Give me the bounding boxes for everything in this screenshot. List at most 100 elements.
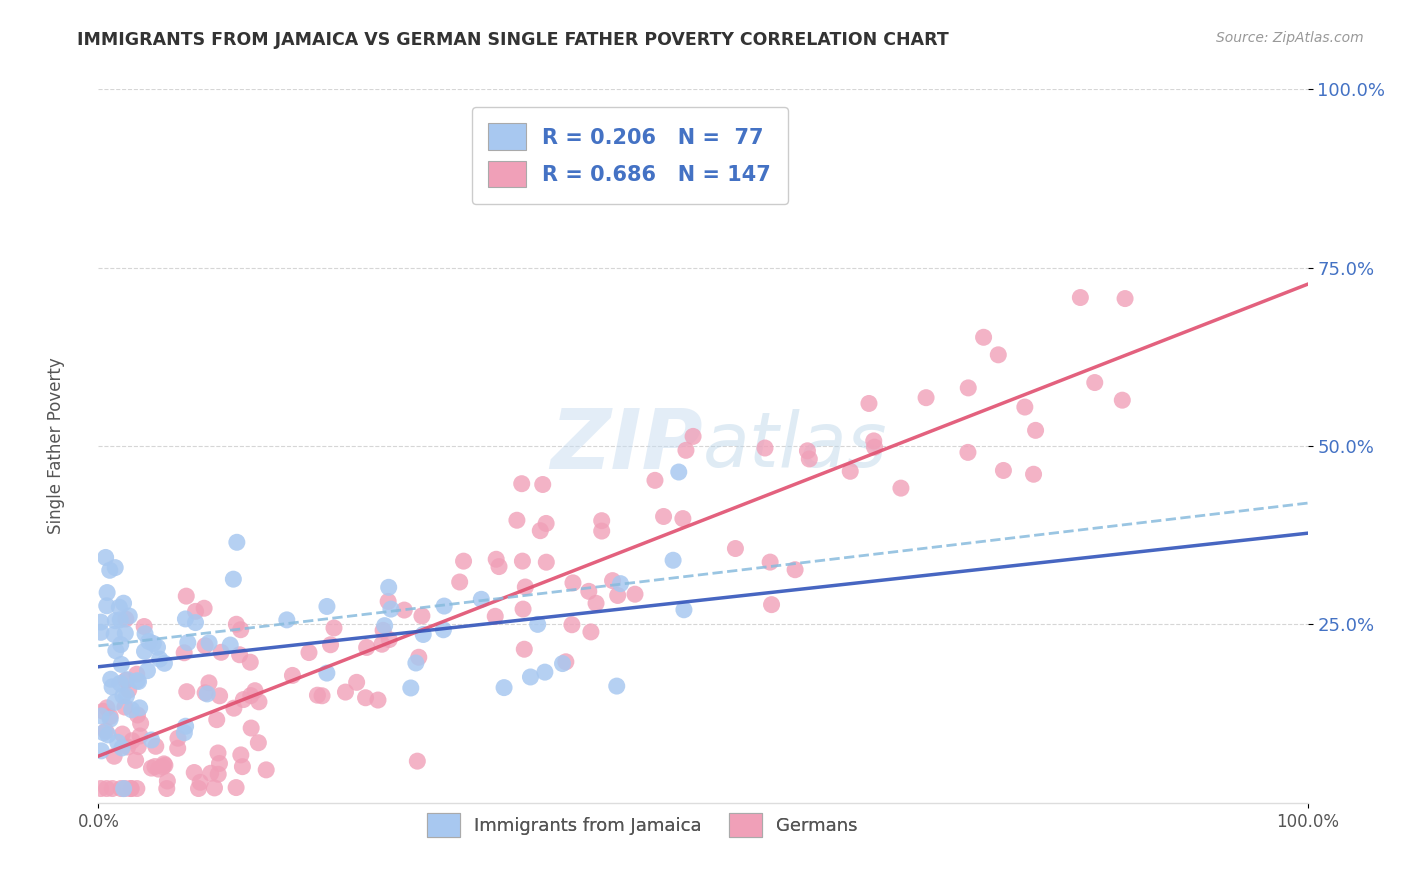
Point xyxy=(890,481,912,495)
Point xyxy=(187,781,209,796)
Point xyxy=(198,676,221,690)
Point xyxy=(127,708,149,723)
Point xyxy=(682,429,704,443)
Point xyxy=(149,652,172,666)
Point xyxy=(176,684,198,698)
Point xyxy=(239,655,262,669)
Point xyxy=(531,477,554,491)
Text: atlas: atlas xyxy=(703,409,887,483)
Point xyxy=(90,781,112,796)
Point xyxy=(377,580,399,594)
Point xyxy=(142,636,165,650)
Point xyxy=(114,700,136,714)
Point xyxy=(183,765,205,780)
Point xyxy=(134,626,156,640)
Point xyxy=(724,541,747,556)
Point xyxy=(484,609,506,624)
Point xyxy=(1114,292,1136,306)
Point xyxy=(240,721,263,735)
Point xyxy=(156,781,179,796)
Point xyxy=(606,589,628,603)
Point xyxy=(993,463,1015,477)
Point xyxy=(112,596,135,610)
Point xyxy=(98,563,121,577)
Point xyxy=(98,709,121,723)
Point xyxy=(433,599,456,613)
Point xyxy=(579,624,602,639)
Point xyxy=(254,763,277,777)
Point xyxy=(115,689,138,703)
Point xyxy=(394,603,416,617)
Point xyxy=(602,574,624,588)
Point xyxy=(858,396,880,410)
Point xyxy=(915,391,938,405)
Point xyxy=(609,576,631,591)
Point xyxy=(229,623,252,637)
Point xyxy=(204,780,226,795)
Point xyxy=(536,555,558,569)
Point xyxy=(432,623,454,637)
Point xyxy=(354,690,377,705)
Point xyxy=(166,741,188,756)
Point xyxy=(512,602,534,616)
Point xyxy=(107,735,129,749)
Point xyxy=(121,733,143,747)
Point xyxy=(110,638,132,652)
Point xyxy=(319,638,342,652)
Point xyxy=(184,615,207,630)
Point xyxy=(96,599,118,613)
Point xyxy=(578,584,600,599)
Point xyxy=(127,673,149,688)
Point xyxy=(195,687,218,701)
Point xyxy=(759,555,782,569)
Point xyxy=(323,621,346,635)
Point xyxy=(96,701,118,715)
Point xyxy=(129,729,152,743)
Point xyxy=(526,617,548,632)
Point xyxy=(335,685,357,699)
Point xyxy=(134,644,156,658)
Point xyxy=(91,704,114,718)
Point xyxy=(228,648,250,662)
Point xyxy=(173,725,195,739)
Point xyxy=(987,348,1010,362)
Point xyxy=(785,563,807,577)
Point xyxy=(174,589,197,603)
Point xyxy=(208,689,231,703)
Point xyxy=(585,596,607,610)
Point xyxy=(90,744,112,758)
Point xyxy=(406,754,429,768)
Point xyxy=(957,381,980,395)
Point xyxy=(124,753,146,767)
Point xyxy=(110,657,132,672)
Point xyxy=(1084,376,1107,390)
Point xyxy=(591,514,613,528)
Point xyxy=(606,679,628,693)
Point xyxy=(243,683,266,698)
Point xyxy=(761,598,783,612)
Point xyxy=(90,709,112,723)
Point xyxy=(111,741,134,756)
Point xyxy=(513,642,536,657)
Point xyxy=(534,665,557,680)
Point xyxy=(152,760,174,774)
Point xyxy=(93,725,115,739)
Point xyxy=(104,695,127,709)
Point xyxy=(94,550,117,565)
Point xyxy=(153,657,176,671)
Point xyxy=(112,781,135,796)
Point xyxy=(115,673,138,688)
Point xyxy=(138,634,160,648)
Point xyxy=(141,733,163,747)
Point xyxy=(232,692,254,706)
Point xyxy=(90,615,112,629)
Point xyxy=(378,632,401,647)
Text: ZIP: ZIP xyxy=(550,406,703,486)
Point xyxy=(796,443,818,458)
Point xyxy=(225,780,247,795)
Point xyxy=(534,516,557,531)
Point xyxy=(198,636,221,650)
Point xyxy=(177,635,200,649)
Point xyxy=(652,509,675,524)
Point xyxy=(207,746,229,760)
